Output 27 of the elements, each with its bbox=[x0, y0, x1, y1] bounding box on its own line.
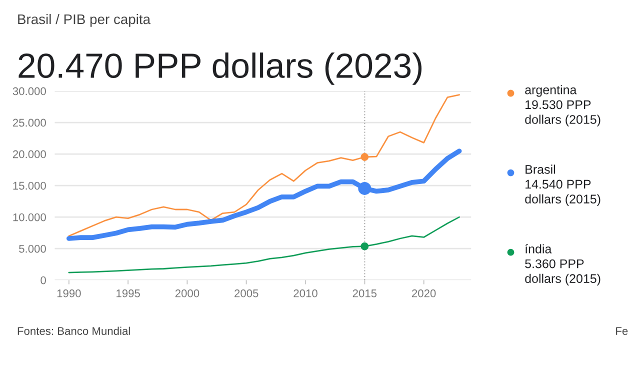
line-series bbox=[68, 94, 460, 237]
text: Fe bbox=[616, 327, 628, 335]
legend-label: Brasil bbox=[526, 164, 556, 174]
x-tick-label: 1990 bbox=[57, 289, 81, 298]
x-tick-label: 2010 bbox=[294, 289, 318, 298]
x-tick-label: 2020 bbox=[412, 289, 436, 298]
y-tick-label: 10.000 bbox=[13, 213, 46, 222]
legend-label: argentina bbox=[525, 85, 577, 97]
y-tick-label: 5.000 bbox=[19, 244, 46, 253]
line-series bbox=[66, 148, 462, 241]
text: 14.540 PPP dollars (2015) bbox=[525, 180, 600, 206]
y-tick-label: 30.000 bbox=[12, 87, 46, 96]
legend-label: índia bbox=[525, 244, 552, 254]
y-tick-label: 0 bbox=[40, 276, 46, 284]
x-tick-label: 1995 bbox=[116, 289, 140, 298]
y-tick-label: 20.000 bbox=[12, 150, 46, 158]
line-series bbox=[68, 216, 460, 274]
text: 5.360 PPP dollars (2015) bbox=[525, 259, 600, 286]
chart-title: 20.470 PPP dollars (2023) bbox=[18, 52, 422, 85]
text: 19.530 PPP dollars (2015) bbox=[525, 100, 600, 126]
y-tick-label: 25.000 bbox=[12, 118, 46, 127]
x-tick-label: 2005 bbox=[234, 289, 258, 298]
chart-subtitle: Brasil / PIB per capita bbox=[18, 14, 151, 27]
x-tick-label: 2015 bbox=[352, 289, 377, 298]
x-tick-label: 2000 bbox=[175, 289, 200, 298]
text: Fontes: Banco Mundial bbox=[18, 326, 130, 335]
y-tick-label: 15.000 bbox=[13, 182, 46, 190]
